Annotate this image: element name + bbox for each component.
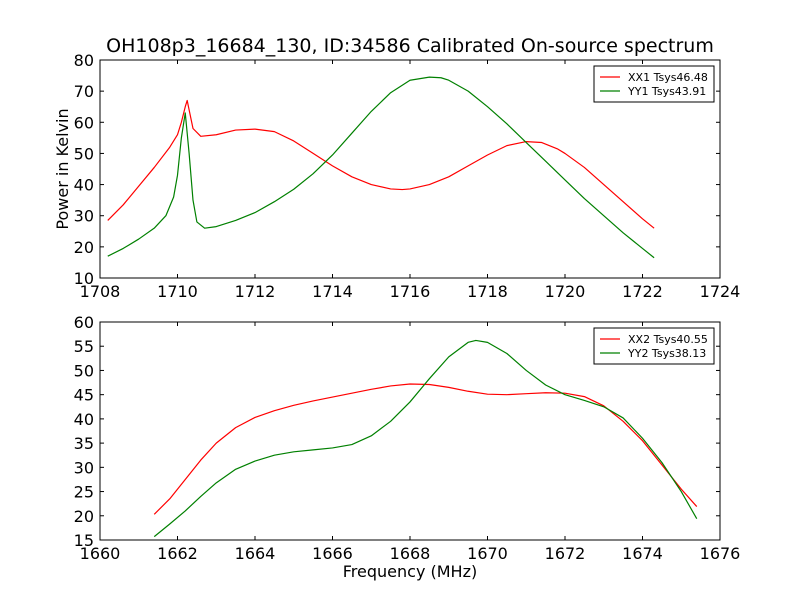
y-tick-label: 60 (74, 113, 94, 132)
x-tick-label: 1720 (545, 282, 586, 301)
series-line-xx (107, 99, 655, 229)
x-tick-label: 1710 (157, 282, 198, 301)
x-tick-label: 1676 (700, 544, 741, 563)
x-tick-label: 1718 (467, 282, 508, 301)
y-tick-label: 10 (74, 269, 94, 288)
legend-box (593, 65, 715, 103)
series-line-xx (153, 383, 698, 515)
y-tick-label: 50 (74, 144, 94, 163)
legend-label: XX2 Tsys40.55 (628, 333, 708, 346)
x-tick-label: 1660 (80, 544, 121, 563)
y-tick-label: 80 (74, 51, 94, 70)
x-axis-label: Frequency (MHz) (343, 562, 477, 581)
legend-box (593, 327, 715, 365)
y-tick-label: 25 (74, 483, 94, 502)
y-tick-label: 45 (74, 386, 94, 405)
legend-label: YY2 Tsys38.13 (627, 347, 706, 360)
x-tick-label: 1708 (80, 282, 121, 301)
y-tick-label: 30 (74, 207, 94, 226)
y-tick-label: 20 (74, 238, 94, 257)
y-tick-label: 40 (74, 410, 94, 429)
x-tick-label: 1674 (622, 544, 663, 563)
y-axis-label: Power in Kelvin (53, 108, 72, 229)
x-tick-label: 1664 (235, 544, 276, 563)
y-tick-label: 30 (74, 458, 94, 477)
x-tick-label: 1714 (312, 282, 353, 301)
x-tick-label: 1666 (312, 544, 353, 563)
x-tick-label: 1662 (157, 544, 198, 563)
y-tick-label: 60 (74, 313, 94, 332)
legend-label: XX1 Tsys46.48 (628, 71, 708, 84)
y-tick-label: 35 (74, 434, 94, 453)
x-tick-label: 1672 (545, 544, 586, 563)
y-tick-label: 55 (74, 337, 94, 356)
chart-title: OH108p3_16684_130, ID:34586 Calibrated O… (106, 35, 714, 57)
series-line-yy (153, 339, 698, 538)
x-tick-label: 1716 (390, 282, 431, 301)
x-tick-label: 1722 (622, 282, 663, 301)
x-tick-label: 1712 (235, 282, 276, 301)
y-tick-label: 15 (74, 531, 94, 550)
x-tick-label: 1668 (390, 544, 431, 563)
y-tick-label: 50 (74, 361, 94, 380)
series-line-yy (107, 76, 655, 259)
x-tick-label: 1724 (700, 282, 741, 301)
bottom-axes: 1660 1662 1664 1666 1668 1670 1672 1674 1676 15 20… (74, 313, 741, 581)
y-tick-label: 70 (74, 82, 94, 101)
x-tick-label: 1670 (467, 544, 508, 563)
legend-label: YY1 Tsys43.91 (627, 85, 706, 98)
y-tick-label: 20 (74, 507, 94, 526)
top-axes: 1708 1710 1712 1714 1716 1718 1720 1722 1724 10 20… (53, 51, 740, 301)
y-tick-label: 40 (74, 176, 94, 195)
